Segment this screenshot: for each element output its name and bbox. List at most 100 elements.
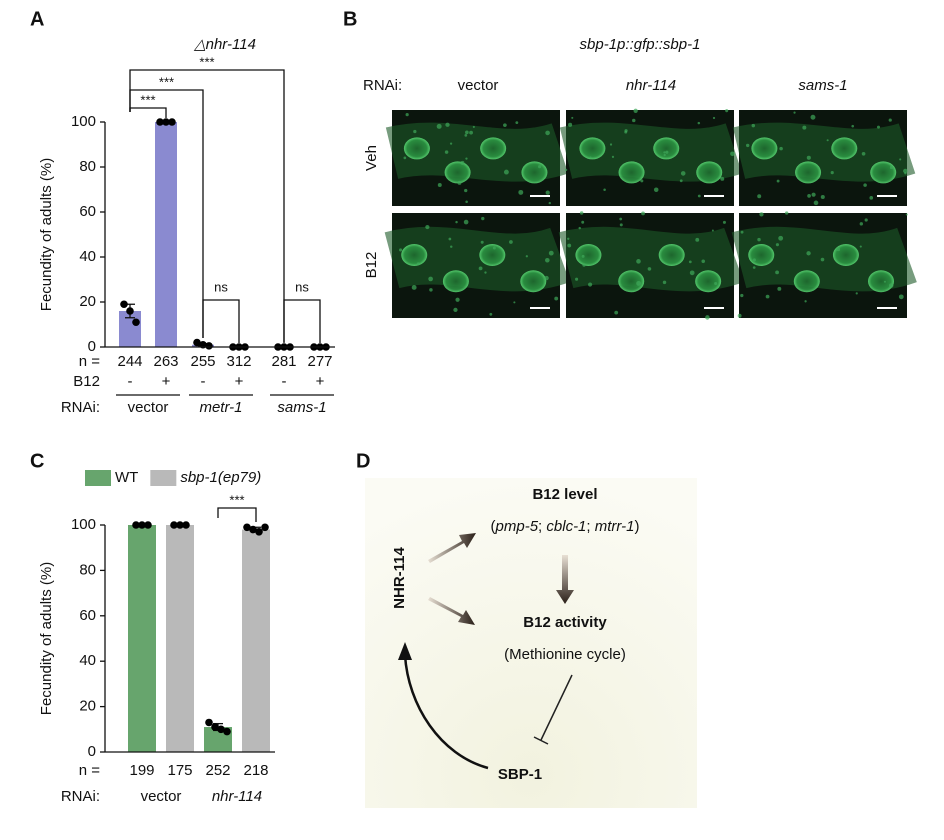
chart-title: △nhr-114 [193, 36, 256, 53]
granule [730, 151, 735, 157]
granule [582, 263, 586, 267]
nucleus [401, 244, 428, 266]
granule [463, 219, 469, 225]
text: pmp-5 [495, 518, 539, 535]
granule [714, 282, 718, 286]
granule [609, 143, 613, 146]
granule [861, 151, 866, 156]
granule [464, 133, 468, 137]
granule [544, 275, 549, 281]
n-count: 199 [129, 762, 154, 779]
granule [757, 194, 762, 199]
nucleus [575, 244, 602, 266]
nucleus [403, 137, 430, 160]
granule [579, 211, 584, 215]
data-point [132, 318, 140, 327]
granule [567, 243, 572, 248]
granule [449, 142, 453, 145]
granule [883, 280, 886, 283]
granule [662, 280, 667, 285]
granule [444, 150, 449, 154]
granule [518, 189, 524, 195]
granule [725, 109, 729, 113]
row-label: B12 [73, 373, 100, 390]
granule [899, 158, 902, 161]
row-label: RNAi: [61, 399, 100, 416]
treatment-sign: + [316, 373, 325, 390]
granule [775, 243, 780, 247]
y-tick-label: 0 [88, 743, 96, 760]
granule [565, 168, 568, 172]
diagram-background [365, 478, 697, 808]
data-point [223, 727, 231, 736]
granule [745, 143, 750, 148]
granule [472, 125, 475, 128]
bar [128, 525, 156, 752]
granule [851, 124, 855, 128]
granule [889, 165, 894, 170]
granule [740, 230, 744, 234]
panel-label: B [343, 8, 357, 30]
node-label: SBP-1 [498, 766, 542, 783]
node-label: NHR-114 [391, 547, 408, 609]
granule [581, 254, 585, 258]
treatment-sign: + [162, 373, 171, 390]
data-point [182, 521, 190, 529]
granule [680, 171, 686, 176]
data-point [217, 725, 225, 734]
granule [455, 297, 460, 302]
granule [484, 271, 487, 274]
arrow [428, 597, 475, 625]
granule [633, 108, 638, 113]
text: ; [586, 518, 594, 535]
granule [720, 176, 725, 181]
n-count: 312 [226, 353, 251, 370]
granule [513, 301, 516, 304]
granule [793, 111, 796, 114]
granule [663, 153, 666, 157]
n-count: 218 [243, 762, 268, 779]
text: ) [634, 518, 639, 535]
data-point [132, 521, 140, 529]
text: ( [491, 518, 496, 535]
granule [665, 150, 669, 154]
n-count: 277 [307, 353, 332, 370]
granule [445, 122, 450, 127]
nucleus [658, 244, 685, 266]
granule [663, 151, 666, 154]
granule [820, 194, 825, 200]
data-point [255, 528, 263, 536]
granule [460, 160, 465, 165]
granule [453, 307, 458, 312]
nucleus [442, 270, 469, 293]
nucleus [795, 161, 822, 184]
granule [705, 315, 710, 320]
granule [647, 267, 652, 271]
column-label: nhr-114 [626, 77, 676, 94]
significance-label: *** [140, 92, 155, 107]
legend-swatch [150, 470, 177, 486]
row-label: n = [79, 353, 101, 370]
data-point [126, 307, 134, 315]
row-label: RNAi: [61, 788, 100, 805]
bar [166, 525, 194, 752]
nucleus [870, 161, 897, 184]
panel-label: D [356, 450, 370, 472]
granule [711, 229, 714, 232]
granule [779, 146, 783, 151]
significance-bracket [217, 507, 257, 522]
row-label: B12 [363, 252, 380, 279]
nucleus [831, 137, 858, 160]
granule [765, 294, 770, 299]
data-point [243, 523, 251, 532]
granule [448, 237, 452, 241]
y-tick-label: 80 [79, 561, 96, 578]
granule [455, 220, 458, 224]
granule [813, 200, 819, 206]
granule [481, 216, 485, 221]
y-tick-label: 40 [79, 248, 96, 265]
arrowhead [398, 642, 412, 660]
y-tick-label: 80 [79, 158, 96, 175]
granule [509, 240, 513, 244]
granule [411, 284, 417, 290]
